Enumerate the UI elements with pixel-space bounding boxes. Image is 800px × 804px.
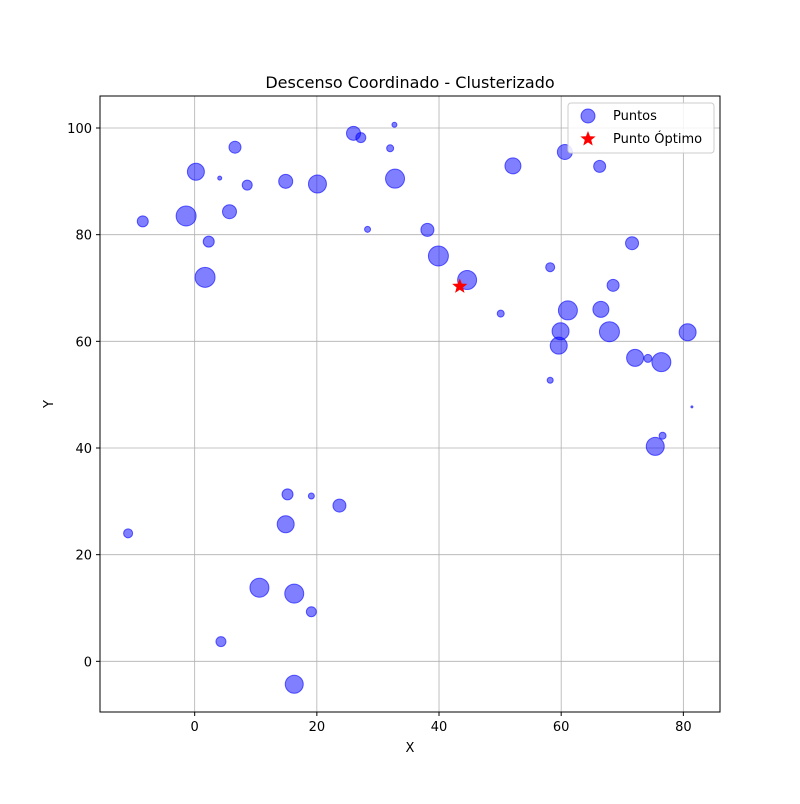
data-point (643, 353, 653, 363)
data-point (391, 121, 398, 128)
data-point (228, 140, 242, 154)
data-point (545, 262, 556, 273)
data-point (249, 577, 270, 598)
data-point (241, 179, 253, 191)
data-point (217, 175, 223, 181)
data-point (221, 204, 237, 220)
data-point (592, 300, 610, 318)
x-axis-ticks: 0 20 40 60 80 (191, 712, 692, 735)
y-axis-ticks: 0 20 40 60 80 100 (67, 122, 100, 670)
data-point (386, 144, 395, 153)
x-tick-label: 40 (431, 720, 448, 735)
data-point (123, 528, 134, 539)
data-point (194, 266, 216, 288)
plot-frame (99, 95, 721, 713)
data-point (355, 132, 367, 144)
y-tick-label: 80 (75, 229, 92, 244)
data-point (625, 236, 640, 251)
data-point (626, 348, 645, 367)
legend-points-label: Puntos (613, 109, 657, 124)
data-point (420, 222, 435, 237)
legend-points-marker (580, 108, 596, 124)
data-point (546, 376, 554, 384)
data-point (305, 606, 317, 618)
y-axis-label: Y (42, 400, 57, 409)
data-point (593, 159, 607, 173)
data-point (645, 436, 665, 456)
y-tick-label: 60 (75, 335, 92, 350)
data-point (385, 168, 406, 189)
x-tick-label: 80 (675, 720, 692, 735)
data-point (606, 278, 620, 292)
data-point (281, 488, 294, 501)
data-point (678, 323, 697, 342)
data-point (690, 405, 694, 409)
data-point (276, 515, 295, 534)
y-tick-label: 40 (75, 442, 92, 457)
data-point (658, 431, 667, 440)
optimum-layer (452, 278, 468, 293)
data-point (364, 225, 372, 233)
x-axis-label: X (406, 741, 415, 756)
x-tick-label: 0 (191, 720, 199, 735)
legend-optimum-label: Punto Óptimo (613, 131, 702, 147)
y-tick-label: 20 (75, 549, 92, 564)
data-point (136, 215, 149, 228)
x-tick-label: 60 (553, 720, 570, 735)
y-tick-label: 100 (67, 122, 92, 137)
legend: Puntos Punto Óptimo (567, 102, 715, 154)
data-point (427, 245, 449, 267)
data-point (651, 352, 672, 373)
data-point (278, 173, 294, 189)
legend-optimum-marker (580, 131, 596, 146)
y-tick-label: 0 (84, 655, 92, 670)
data-point (284, 583, 305, 604)
data-point (332, 498, 347, 513)
data-point (496, 309, 505, 318)
data-point (175, 205, 197, 227)
chart-title: Descenso Coordinado - Clusterizado (265, 73, 554, 92)
data-point (549, 336, 568, 355)
data-point (598, 321, 620, 343)
x-tick-label: 20 (309, 720, 326, 735)
data-point (307, 492, 315, 500)
data-point (307, 174, 327, 194)
data-point (186, 162, 205, 181)
data-point (284, 674, 304, 694)
data-point (202, 235, 215, 248)
legend-frame (567, 102, 715, 154)
data-point (557, 300, 578, 321)
optimum-point (452, 278, 468, 293)
data-points (123, 121, 697, 694)
data-point (504, 157, 522, 175)
data-point (215, 636, 227, 648)
